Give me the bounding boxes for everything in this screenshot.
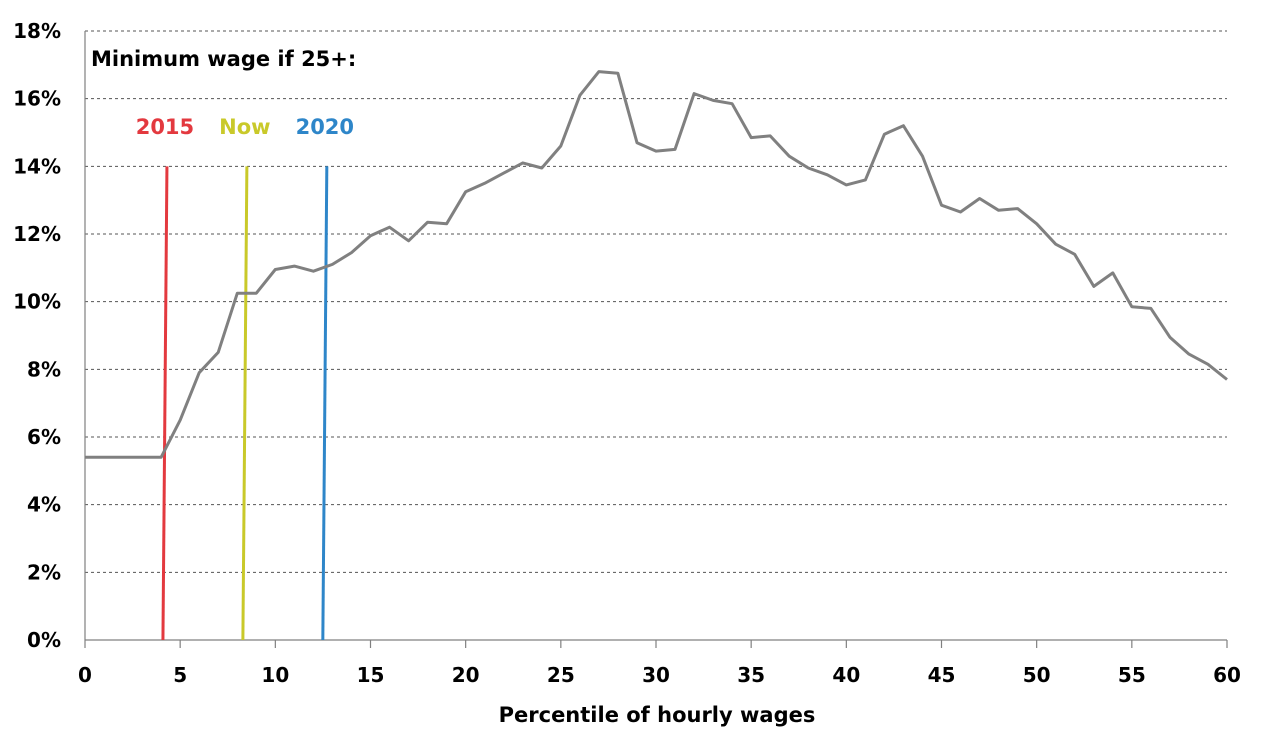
x-tick-label: 45 xyxy=(928,663,956,687)
x-tick-label: 5 xyxy=(173,663,187,687)
x-tick-label: 30 xyxy=(642,663,670,687)
minimum-wage-markers xyxy=(161,166,329,641)
y-tick-label: 12% xyxy=(13,222,61,246)
marker-line-now xyxy=(241,166,249,641)
y-tick-label: 8% xyxy=(27,357,61,381)
x-tick-label: 40 xyxy=(832,663,860,687)
marker-label-2015: 2015 xyxy=(136,115,194,139)
x-tick-label: 10 xyxy=(261,663,289,687)
y-tick-label: 6% xyxy=(27,425,61,449)
marker-line-2020 xyxy=(321,166,329,641)
x-tick-label: 25 xyxy=(547,663,575,687)
x-tick-label: 50 xyxy=(1023,663,1051,687)
x-tick-label: 55 xyxy=(1118,663,1146,687)
tick-labels: 0% 2% 4% 6% 8% 10% 12% 14% 16% 18% 0 5 10 15 20 25 30 35 4… xyxy=(13,19,1241,687)
y-tick-label: 10% xyxy=(13,290,61,314)
x-tick-label: 20 xyxy=(452,663,480,687)
x-axis-title: Percentile of hourly wages xyxy=(499,703,816,727)
gridlines xyxy=(85,30,1227,573)
marker-line-2015 xyxy=(161,166,169,641)
y-tick-label: 18% xyxy=(13,19,61,43)
x-tick-label: 15 xyxy=(357,663,385,687)
y-tick-label: 2% xyxy=(27,560,61,584)
y-tick-label: 16% xyxy=(13,87,61,111)
x-tick-label: 35 xyxy=(737,663,765,687)
x-tick-label: 60 xyxy=(1213,663,1241,687)
x-tick-label: 0 xyxy=(78,663,92,687)
axes xyxy=(84,31,1228,648)
y-tick-label: 4% xyxy=(27,493,61,517)
series-layer xyxy=(84,70,1228,459)
marker-label-2020: 2020 xyxy=(296,115,354,139)
annotation-title: Minimum wage if 25+: xyxy=(91,47,356,71)
y-tick-label: 14% xyxy=(13,154,61,178)
marker-label-now: Now xyxy=(219,115,270,139)
y-tick-label: 0% xyxy=(27,628,61,652)
